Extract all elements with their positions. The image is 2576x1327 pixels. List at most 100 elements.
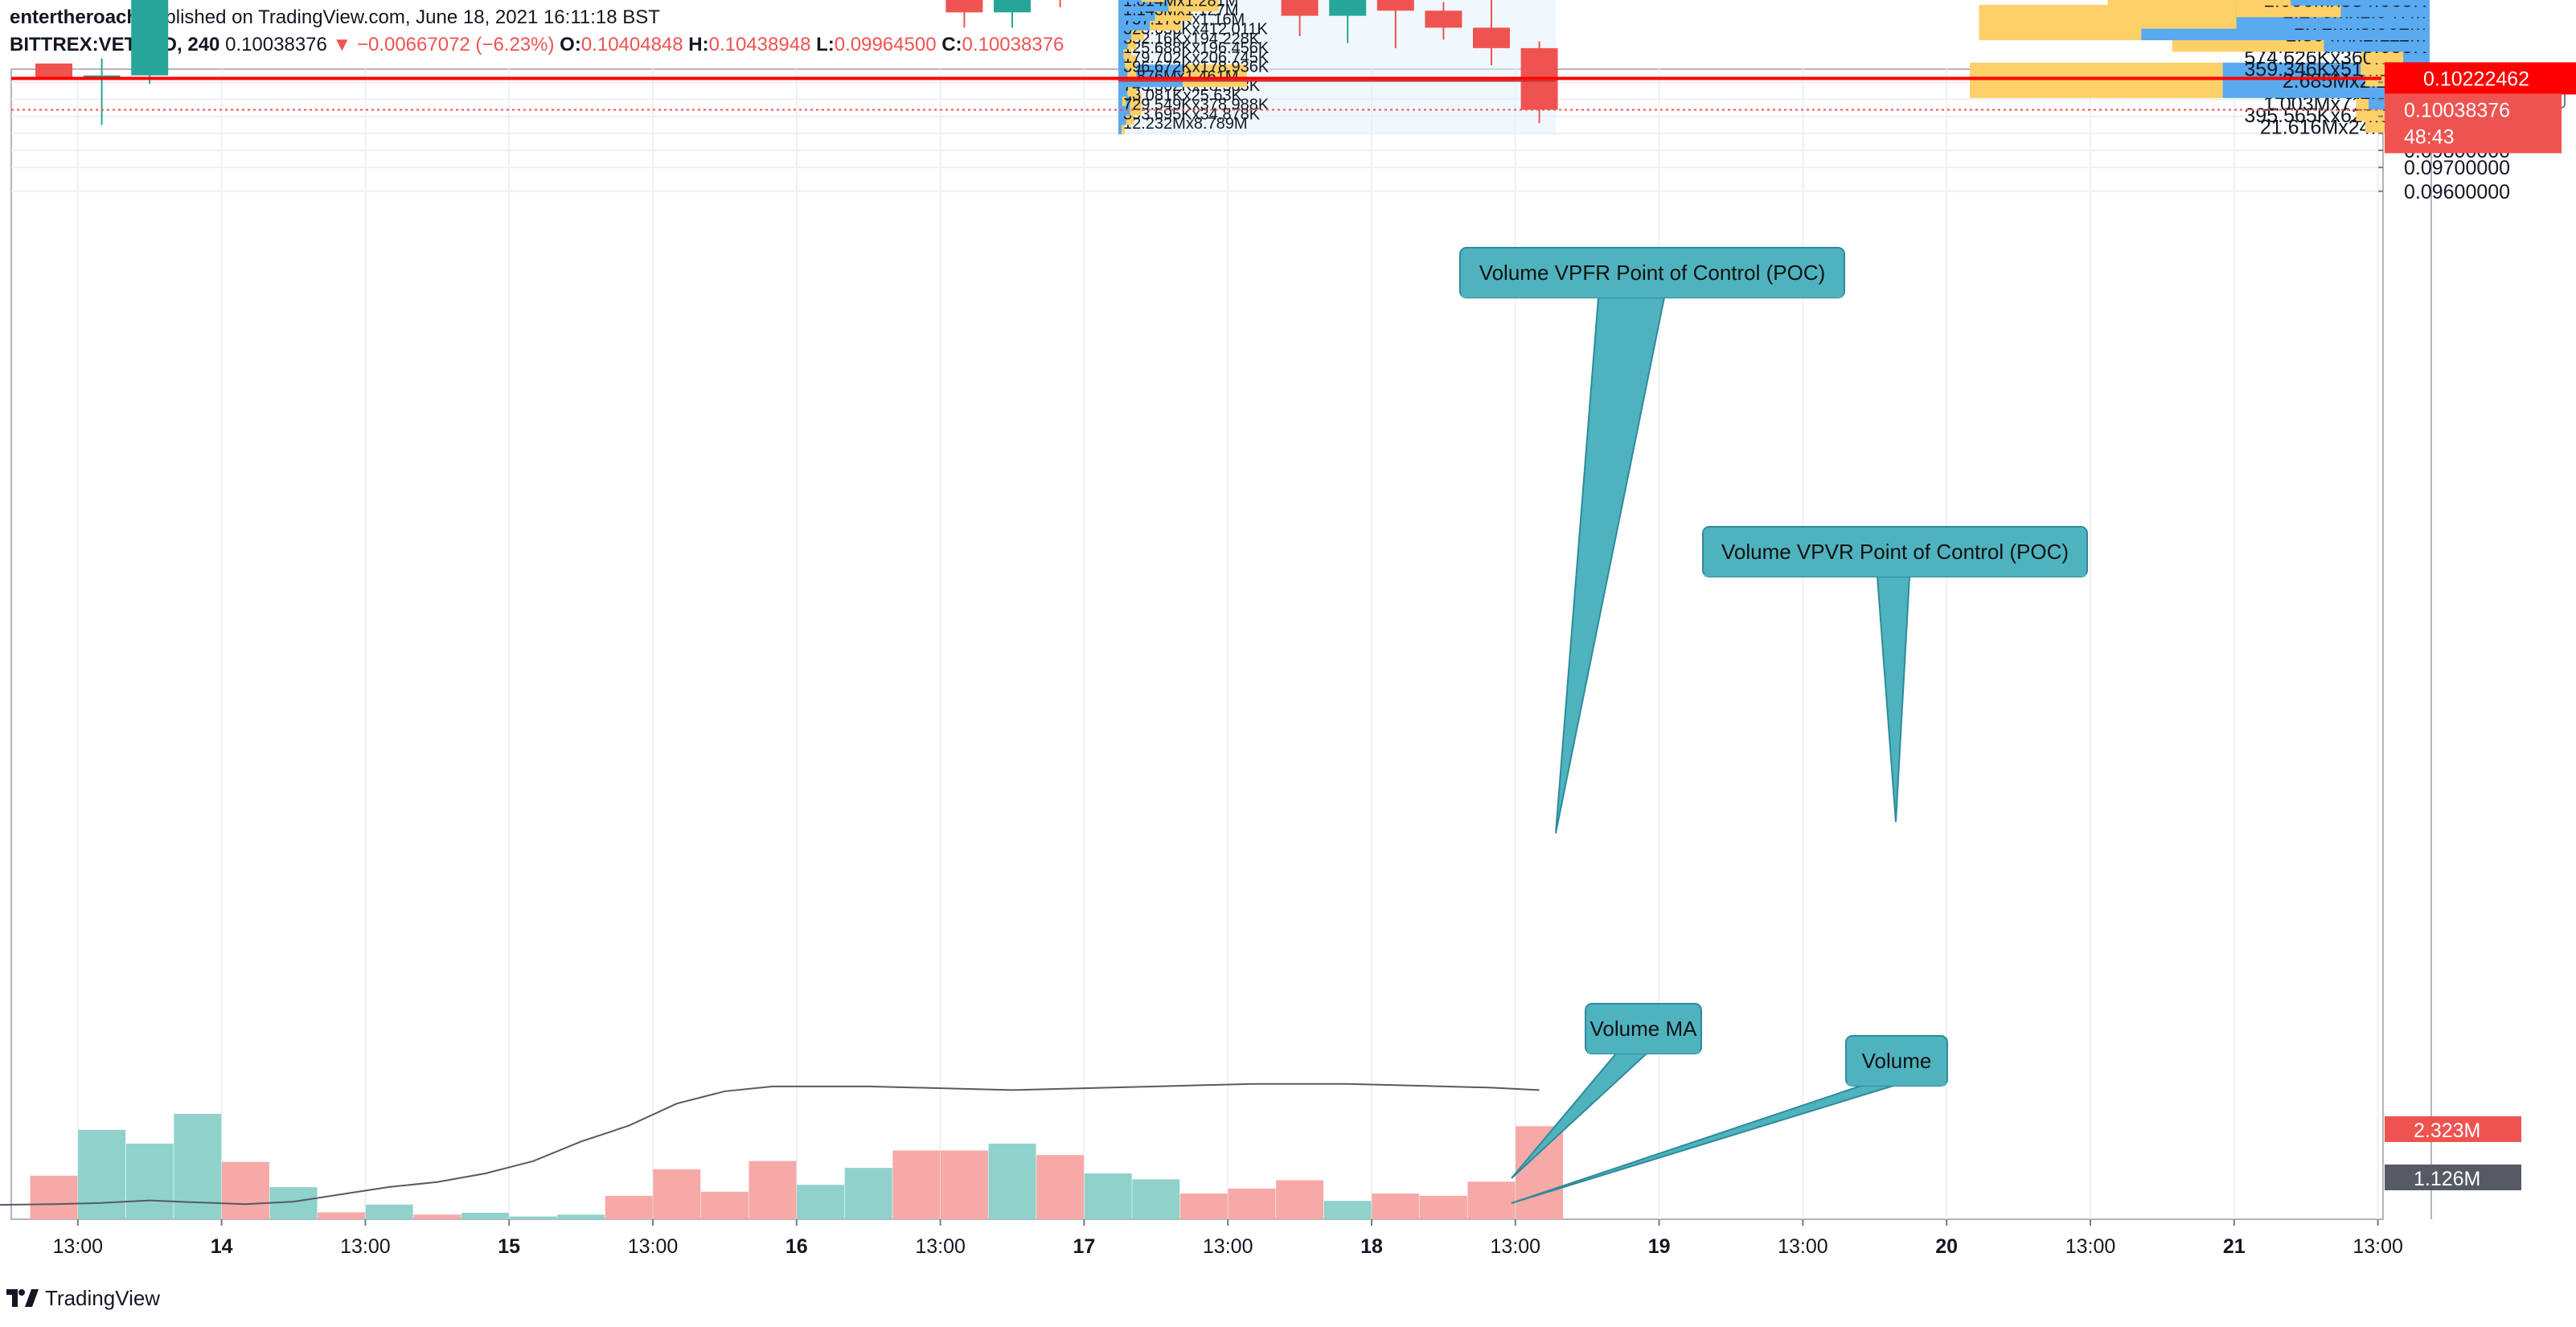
poc-price-label: 0.10222462 [2423, 68, 2529, 90]
open-value: 0.10404848 [580, 34, 683, 55]
time-tick-label: 18 [1360, 1235, 1383, 1258]
candle-body [35, 63, 72, 79]
vpfr-label: 393.695Kx34.878K [1123, 105, 1261, 123]
candle-body [1329, 0, 1367, 16]
low-value: 0.09964500 [834, 34, 937, 55]
publish-line: entertheroach published on TradingView.c… [10, 6, 660, 29]
time-tick-label: 19 [1648, 1235, 1671, 1258]
volume-bar [749, 1161, 797, 1219]
volume-bar [78, 1129, 126, 1219]
volume-ma-badge [2385, 1165, 2521, 1190]
vpvr-callout-tail [1876, 576, 1911, 823]
vpfr-label: 12.232Mx8.789M [1123, 115, 1248, 133]
volume-bar [1132, 1179, 1180, 1219]
price-change: ▼ −0.00667072 (−6.23%) [332, 34, 555, 55]
time-tick-label: 13:00 [2065, 1235, 2116, 1258]
volume-bar [1179, 1193, 1228, 1219]
vpfr-label: 125.688Kx196.456K [1123, 39, 1270, 57]
candle-body [1425, 10, 1462, 28]
last-price-badge [2385, 93, 2562, 154]
volume-bar [125, 1143, 174, 1219]
candle-body [945, 0, 983, 13]
volume-bar [1467, 1181, 1516, 1219]
volume-bar [605, 1195, 653, 1219]
volume-bar [844, 1168, 892, 1219]
last-price-label: 0.10038376 [2404, 99, 2510, 121]
candles [35, 0, 1558, 125]
volume-value-badge [2385, 1116, 2521, 1142]
vpfr-label: 352.16Kx194.228K [1123, 30, 1261, 47]
volume-callout-tail [1511, 1085, 1894, 1204]
candle-body [994, 0, 1031, 13]
candle-body [1376, 0, 1414, 11]
vpvr-sell-bar [2185, 0, 2291, 6]
symbol-label[interactable]: BITTREX:VETUSD, 240 [10, 34, 220, 55]
time-tick-label: 13:00 [53, 1235, 104, 1258]
volume-ma-label: 1.126M [2414, 1168, 2480, 1190]
high-label: H: [688, 34, 709, 55]
vpfr-callout-text: Volume VPFR Point of Control (POC) [1479, 261, 1826, 285]
candle-body [131, 0, 169, 76]
time-tick-label: 21 [2223, 1235, 2246, 1258]
vpfr-callout-seam [1462, 293, 1843, 298]
time-tick-label: 20 [1935, 1235, 1958, 1258]
volume-value-label: 2.323M [2414, 1120, 2480, 1142]
low-label: L: [816, 34, 835, 55]
countdown-label: 48:43 [2404, 125, 2455, 148]
time-tick-label: 13:00 [2352, 1235, 2403, 1258]
tradingview-logo[interactable]: TradingView [6, 1280, 160, 1316]
vpvr-buy-bar [2291, 0, 2430, 6]
vpfr-label: 179.702Kx206.745K [1123, 49, 1270, 67]
close-label: C: [941, 34, 962, 55]
candle-body [1473, 27, 1510, 48]
volume-bar [318, 1212, 366, 1219]
volume-ma-line [0, 1083, 1540, 1206]
volume-bar [940, 1150, 988, 1219]
price-axis[interactable]: 0.102000000.101000000.100000000.09900000… [2378, 62, 2576, 1190]
vpvr-profile: 21.616Mx24.778M395.565Kx624.829K1.003Mx7… [1970, 0, 2430, 145]
time-tick-label: 16 [786, 1235, 808, 1258]
volume-bar [1372, 1193, 1420, 1219]
volume-pane [0, 1083, 1564, 1219]
volume-bar [557, 1214, 605, 1219]
time-tick-label: 13:00 [1778, 1235, 1828, 1258]
vpvr-callout-seam [1704, 572, 2086, 577]
volume-bar [413, 1214, 461, 1219]
volume-bar [1228, 1188, 1276, 1219]
volume-ma-callout-seam [1587, 1049, 1700, 1054]
volume-ma-callout-text: Volume MA [1590, 1017, 1698, 1041]
open-label: O: [560, 34, 581, 55]
volume-bar [797, 1185, 845, 1219]
vpfr-sell-bar [1127, 55, 1137, 78]
price-lines [11, 76, 2381, 111]
time-tick-label: 15 [498, 1235, 520, 1258]
volume-bar [1036, 1155, 1085, 1219]
vpfr-sell-bar [1183, 64, 1247, 88]
close-value: 0.10038376 [962, 34, 1064, 55]
vpfr-sell-bar [1168, 0, 1219, 12]
candle-body [1281, 0, 1319, 16]
grid [10, 68, 2432, 1220]
time-tick-label: 17 [1073, 1235, 1095, 1258]
volume-bar [1084, 1173, 1132, 1219]
vpfr-label: 396.672Kx178.936K [1123, 59, 1270, 76]
time-axis[interactable]: 13:00 14 13:00 15 13:00 16 13:00 17 13:00 18 13:00… [53, 1219, 2403, 1258]
volume-bar [988, 1143, 1036, 1219]
volume-callout-text: Volume [1862, 1049, 1932, 1073]
high-value: 0.10438948 [708, 34, 811, 55]
author-name[interactable]: entertheroach [10, 6, 139, 28]
vpvr-sell-bar [1970, 62, 2223, 98]
time-tick-label: 13:00 [915, 1235, 966, 1258]
volume-bar [30, 1175, 78, 1219]
price-tick-label: 0.09700000 [2404, 157, 2510, 179]
volume-bar [700, 1191, 749, 1219]
vpfr-label: 1.814Mx1.281M [1123, 0, 1238, 10]
time-tick-label: 13:00 [1203, 1235, 1253, 1258]
price-tick-label: 0.09600000 [2404, 181, 2510, 203]
volume-bar [1516, 1126, 1564, 1219]
symbol-line: BITTREX:VETUSD, 240 0.10038376 ▼ −0.0066… [10, 34, 1064, 56]
volume-callout-seam [1848, 1081, 1946, 1086]
volume-bar [509, 1216, 557, 1219]
tradingview-icon [6, 1289, 39, 1307]
